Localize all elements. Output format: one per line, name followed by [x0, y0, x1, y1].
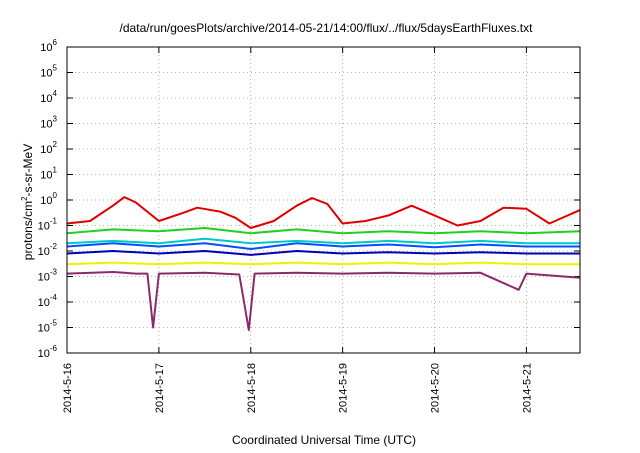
x-axis-ticks: 2014-5-16 2014-5-17 2014-5-18 2014-5-19 2014…: [62, 47, 533, 413]
y-axis-label-sup: 2: [20, 196, 29, 201]
series-line-4: [66, 242, 580, 250]
series-line-6: [66, 261, 580, 266]
series-line-1: [66, 196, 581, 229]
y-tick-label: 10-5: [38, 319, 58, 335]
y-tick-label: 100: [40, 191, 57, 207]
y-tick-label: 10-4: [38, 293, 58, 309]
x-tick-label: 2014-5-16: [62, 363, 74, 413]
y-tick-label: 105: [40, 64, 57, 80]
x-tick-label: 2014-5-17: [154, 363, 166, 413]
grid: [66, 47, 580, 353]
series-lines: [66, 196, 581, 331]
y-axis-label-main: protons/cm: [21, 201, 35, 260]
y-tick-label: 10-1: [38, 217, 58, 233]
series-line-3: [66, 237, 580, 245]
y-axis-label-rest: -s-sr-MeV: [21, 144, 35, 197]
y-tick-label: 106: [40, 38, 57, 54]
chart-title: /data/run/goesPlots/archive/2014-05-21/1…: [120, 21, 534, 35]
y-tick-label: 101: [40, 166, 57, 182]
x-tick-label: 2014-5-21: [521, 363, 533, 413]
x-axis-label: Coordinated Universal Time (UTC): [232, 433, 416, 447]
y-tick-label: 103: [40, 115, 57, 131]
series-line-5: [66, 250, 580, 256]
y-axis-label: protons/cm2-s-sr-MeV: [20, 144, 35, 260]
series-line-7: [66, 271, 581, 331]
y-tick-label: 104: [40, 89, 57, 105]
series-line-2: [66, 227, 581, 235]
y-axis-ticks: 10-6 10-5 10-4 10-3 10-2 10-1 100 101 102 103 104 1…: [38, 38, 580, 360]
x-tick-label: 2014-5-18: [246, 363, 258, 413]
x-tick-label: 2014-5-19: [338, 363, 350, 413]
y-tick-label: 10-6: [38, 344, 58, 360]
y-tick-label: 102: [40, 140, 57, 156]
y-tick-label: 10-3: [38, 268, 58, 284]
x-tick-label: 2014-5-20: [430, 363, 442, 413]
plot-frame: [66, 46, 581, 354]
y-tick-label: 10-2: [38, 242, 58, 258]
